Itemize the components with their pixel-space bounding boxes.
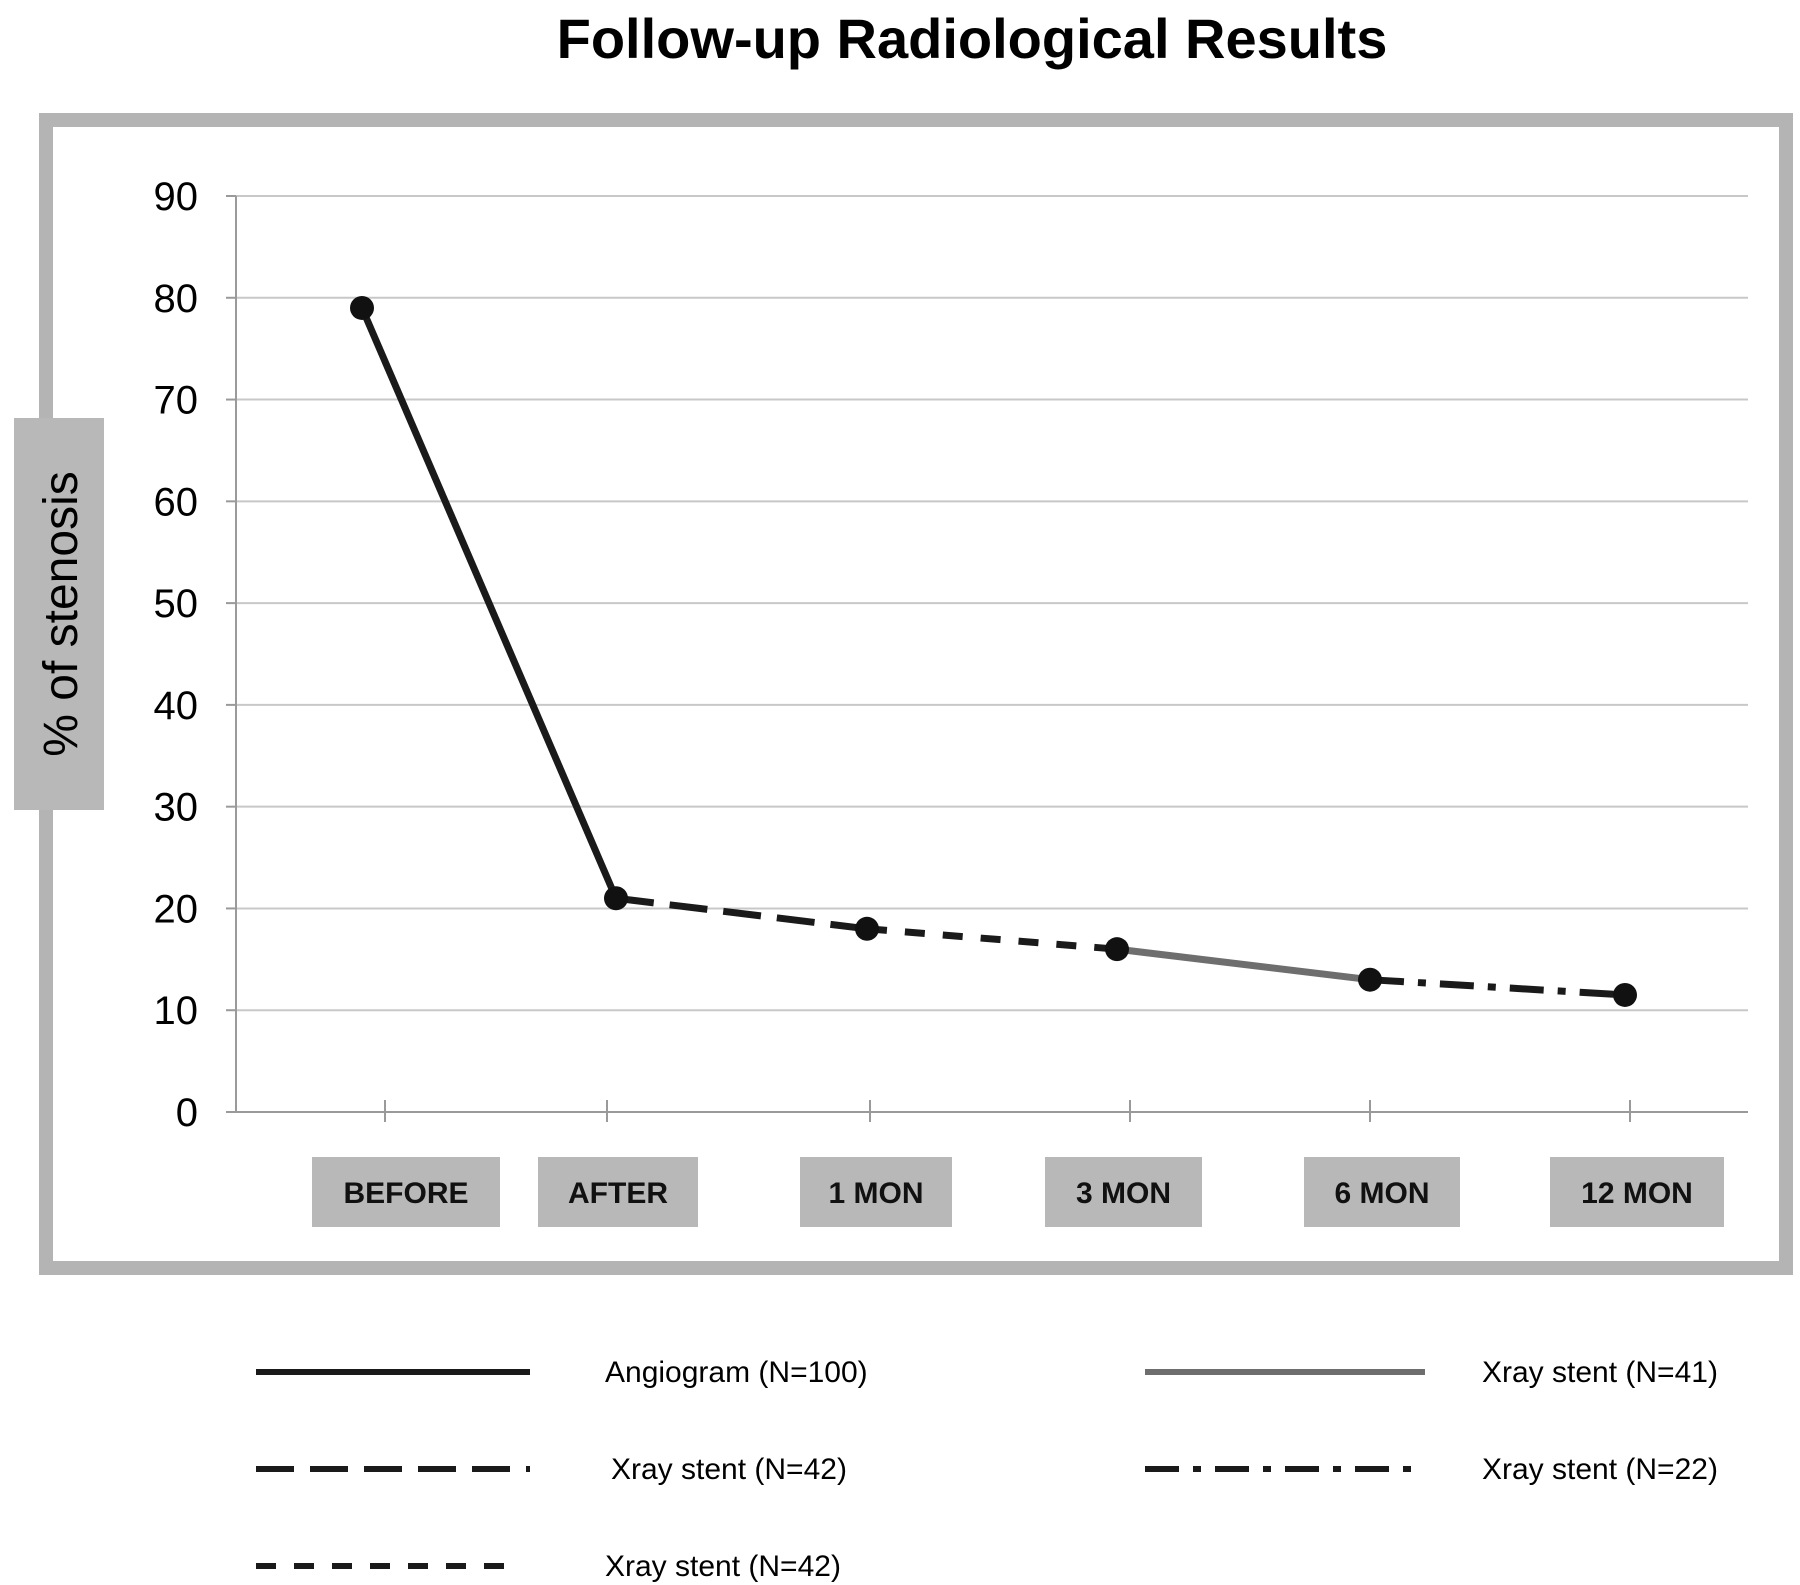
data-point [1105, 937, 1129, 962]
x-category-label: BEFORE [343, 1177, 468, 1210]
legend-label: Angiogram (N=100) [605, 1356, 868, 1389]
x-category-box [1550, 1157, 1724, 1227]
plot-frame [39, 113, 1793, 1275]
x-category-box [1045, 1157, 1202, 1227]
legend-label: Xray stent (N=42) [611, 1453, 847, 1486]
x-category-box [1304, 1157, 1460, 1227]
series-line-3 [1116, 945, 1371, 984]
data-point [855, 916, 879, 941]
x-category-layer: BEFORE AFTER 1 MON 3 MON 6 MON 12 MON [312, 1100, 1724, 1227]
legend-label: Xray stent (N=42) [605, 1550, 841, 1583]
y-tick-label: 90 [154, 175, 199, 219]
data-point [1358, 967, 1382, 992]
x-category-label: 3 MON [1076, 1177, 1171, 1210]
y-tick-label: 60 [154, 480, 199, 524]
data-point [1613, 982, 1637, 1007]
y-tick-label: 50 [154, 582, 199, 626]
series-line-1 [615, 894, 868, 933]
x-category-label: 12 MON [1581, 1177, 1693, 1210]
y-tick-label: 70 [154, 379, 199, 423]
y-tick-label: 20 [154, 887, 199, 931]
x-category-label: 6 MON [1334, 1177, 1429, 1210]
series-line-2 [866, 925, 1118, 953]
series-line-4 [1369, 976, 1626, 999]
x-category-label: 1 MON [828, 1177, 923, 1210]
series-layer [358, 306, 1626, 999]
legend-label: Xray stent (N=41) [1482, 1356, 1718, 1389]
data-point [350, 295, 374, 320]
legend: Angiogram (N=100) Xray stent (N=41) Xray s… [256, 1356, 1718, 1583]
y-tick-label: 30 [154, 786, 199, 830]
data-point [604, 886, 628, 911]
y-tick-label: 80 [154, 277, 199, 321]
x-category-label: AFTER [568, 1177, 668, 1210]
y-axis-label: % of stenosis [35, 471, 88, 756]
y-tick-label: 10 [154, 989, 199, 1033]
axis-layer: 0 10 20 30 40 50 60 70 80 90 [154, 175, 1748, 1135]
y-tick-label: 40 [154, 684, 199, 728]
point-layer [350, 295, 1637, 1007]
legend-label: Xray stent (N=22) [1482, 1453, 1718, 1486]
x-category-box [800, 1157, 952, 1227]
y-tick-label: 0 [176, 1091, 198, 1135]
x-category-box [538, 1157, 698, 1227]
series-line-0 [358, 306, 620, 900]
x-category-box [312, 1157, 500, 1227]
chart-title: Follow-up Radiological Results [557, 7, 1388, 70]
y-axis-label-box [14, 418, 104, 810]
